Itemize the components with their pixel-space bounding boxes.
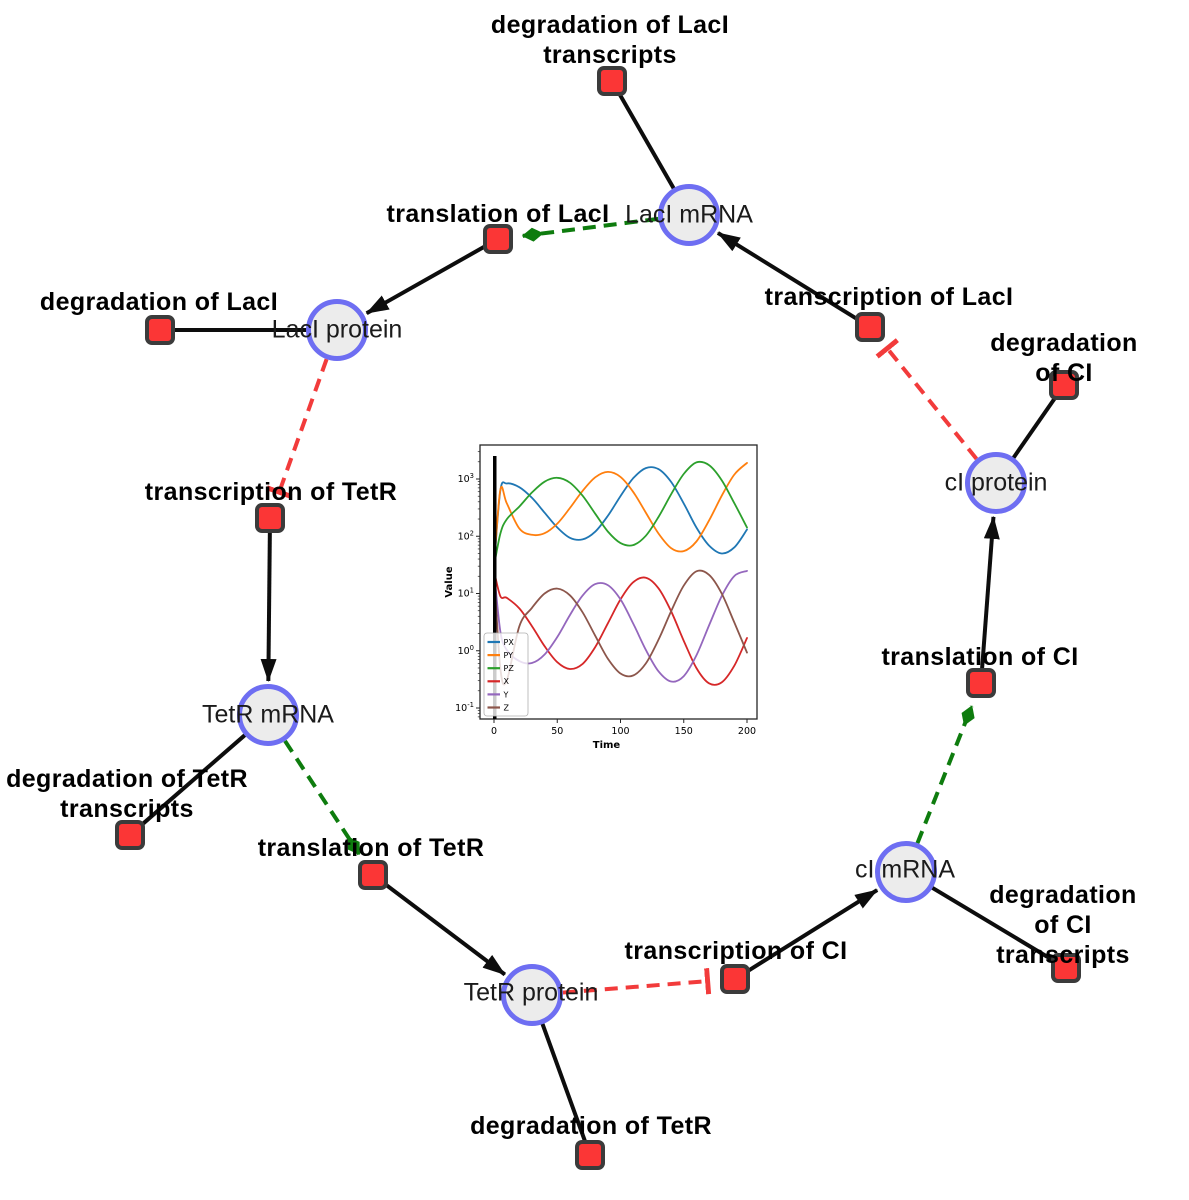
species-node-cI_mRNA[interactable] [875, 841, 937, 903]
species-label-tetR_protein: TetR protein [463, 978, 599, 1007]
legend-label-PX: PX [504, 638, 515, 647]
reaction-node-deg_lacI_tx[interactable] [597, 66, 627, 96]
reaction-node-transl_cI[interactable] [966, 668, 996, 698]
y-axis-tick-label: 10-1 [455, 701, 474, 714]
legend-label-X: X [504, 677, 510, 686]
y-axis-tick-label: 102 [458, 529, 474, 542]
x-axis-tick-label: 100 [611, 726, 629, 737]
species-label-cI_mRNA: cI mRNA [855, 855, 955, 884]
series-line-Z [493, 569, 748, 686]
species-node-lacI_protein[interactable] [306, 299, 368, 361]
x-axis-tick-label: 150 [675, 726, 693, 737]
reaction-label-deg_tetR: degradation of TetR [470, 1112, 712, 1140]
reaction-label-txn_lacI: transcription of LacI [764, 283, 1014, 311]
reaction-node-txn_tetR[interactable] [255, 503, 285, 533]
reaction-node-deg_cI_tx[interactable] [1051, 953, 1081, 983]
reaction-node-deg_tetR_tx[interactable] [115, 820, 145, 850]
edge-modifier-tetR_mRNA-to-transl_tetR [283, 739, 361, 856]
reaction-node-txn_lacI[interactable] [855, 312, 885, 342]
species-label-cI_protein: cI protein [944, 468, 1048, 497]
y-axis-title: Value [444, 566, 455, 597]
edge-modifier-cI_mRNA-to-transl_cI [915, 705, 975, 844]
series-line-X [493, 569, 748, 686]
edge-consumption-tetR_mRNA-to-deg_tetR_tx [136, 733, 247, 830]
x-axis-tick-label: 50 [551, 726, 563, 737]
edge-modifier-lacI_mRNA-to-transl_lacI [521, 216, 659, 242]
series-line-PZ [493, 460, 748, 568]
edge-production-transl_tetR-to-tetR_protein [381, 880, 507, 977]
species-node-cI_protein[interactable] [965, 452, 1027, 514]
species-label-lacI_mRNA: LacI mRNA [625, 200, 753, 229]
legend-label-Z: Z [504, 703, 510, 712]
x-axis-title: Time [593, 740, 621, 751]
reaction-label-deg_lacI_tx: degradation of LacI transcripts [490, 11, 730, 69]
y-axis-tick-label: 101 [458, 587, 474, 600]
reaction-label-transl_tetR: translation of TetR [257, 834, 485, 862]
chart-legend: PX PY PZ XYZ [483, 632, 529, 717]
timeseries-inset-plot: 10-1 100 101 102 103 0 50 100 150 200 Time Value PX P… [440, 426, 785, 768]
y-axis-tick-label: 103 [458, 472, 474, 485]
reaction-node-txn_cI[interactable] [720, 964, 750, 994]
reaction-label-txn_cI: transcription of CI [624, 937, 848, 965]
species-label-lacI_protein: LacI protein [271, 315, 403, 344]
reaction-label-deg_cI: degradation of CI [990, 329, 1138, 387]
reaction-label-transl_cI: translation of CI [881, 643, 1079, 671]
reaction-label-txn_tetR: transcription of TetR [144, 478, 398, 506]
x-axis-tick-label: 0 [491, 726, 497, 737]
species-node-tetR_protein[interactable] [501, 964, 563, 1026]
edge-production-txn_tetR-to-tetR_mRNA [260, 529, 277, 683]
species-node-lacI_mRNA[interactable] [658, 184, 720, 246]
edge-production-transl_lacI-to-lacI_protein [365, 243, 489, 316]
reaction-label-deg_cI_tx: degradation of CI transcripts [989, 881, 1137, 969]
legend-label-PY: PY [504, 651, 514, 660]
x-axis-tick-label: 200 [738, 726, 756, 737]
reaction-node-deg_lacI[interactable] [145, 315, 175, 345]
species-node-tetR_mRNA[interactable] [237, 684, 299, 746]
series-group [493, 460, 748, 686]
reaction-label-deg_lacI: degradation of LacI [39, 288, 279, 316]
edge-consumption-cI_protein-to-deg_cI [1011, 392, 1060, 460]
edge-inhibition-lacI_protein-to-txn_tetR [266, 358, 329, 499]
series-line-PX [493, 466, 748, 568]
reaction-node-deg_tetR[interactable] [575, 1140, 605, 1170]
edge-consumption-lacI_mRNA-to-deg_lacI_tx [615, 88, 676, 190]
reaction-node-deg_cI[interactable] [1049, 370, 1079, 400]
edge-inhibition-tetR_protein-to-txn_cI [562, 968, 712, 995]
reaction-label-transl_lacI: translation of LacI [386, 200, 610, 228]
reaction-node-transl_tetR[interactable] [358, 860, 388, 890]
series-line-PY [493, 462, 748, 568]
plot-box [479, 444, 758, 720]
edge-consumption-tetR_protein-to-deg_tetR [540, 1022, 589, 1147]
edge-production-txn_cI-to-cI_mRNA [744, 888, 879, 975]
edge-inhibition-cI_protein-to-txn_lacI [875, 338, 979, 461]
reaction-label-deg_tetR_tx: degradation of TetR transcripts [6, 765, 248, 823]
reaction-node-transl_lacI[interactable] [483, 224, 513, 254]
legend-label-Y: Y [503, 690, 509, 699]
legend-label-PZ: PZ [504, 664, 515, 673]
y-axis-tick-label: 100 [458, 644, 474, 657]
edge-production-txn_lacI-to-lacI_mRNA [716, 231, 861, 323]
species-label-tetR_mRNA: TetR mRNA [202, 700, 334, 729]
edge-consumption-cI_mRNA-to-deg_cI_tx [930, 885, 1059, 965]
edge-production-transl_cI-to-cI_protein [979, 515, 1000, 672]
